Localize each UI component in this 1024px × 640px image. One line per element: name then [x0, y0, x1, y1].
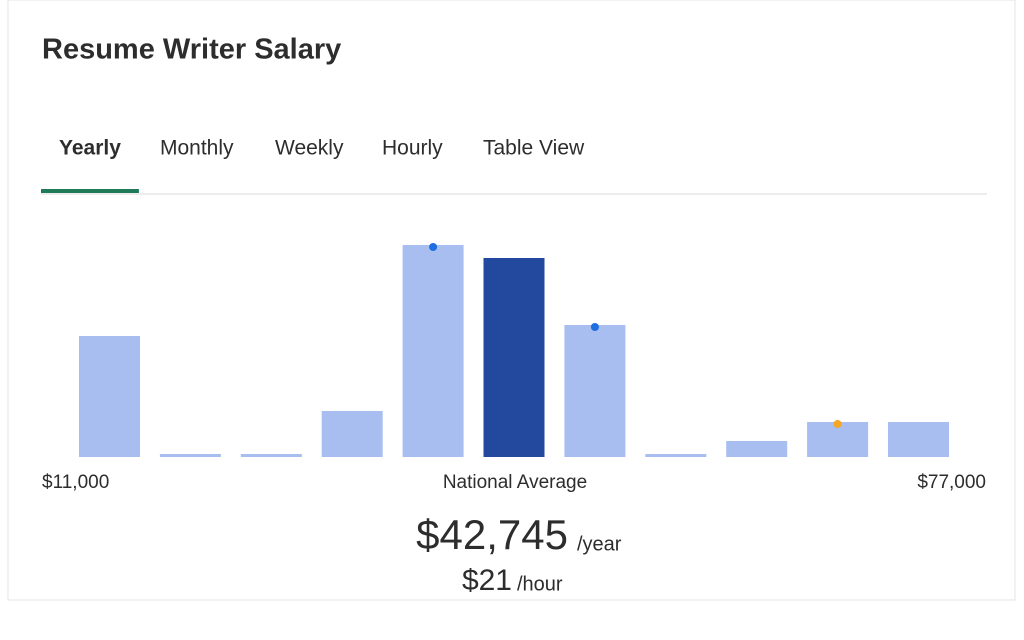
tab[interactable]: Weekly [275, 137, 344, 160]
marker-dot [833, 420, 842, 428]
bar [483, 258, 545, 457]
center-label: National Average [443, 472, 587, 493]
bar [79, 336, 140, 457]
bar [726, 441, 788, 457]
bar [159, 454, 221, 457]
bar [321, 411, 383, 457]
bar [888, 422, 949, 457]
end-label: $77,000 [917, 472, 986, 493]
yearly-unit: /year [577, 533, 622, 555]
hourly-unit: /hour [517, 573, 563, 595]
bar [402, 245, 464, 457]
tab[interactable]: Yearly [59, 137, 121, 160]
tab[interactable]: Hourly [382, 137, 443, 160]
tab-indicator [41, 189, 139, 193]
title: Resume Writer Salary [42, 34, 341, 66]
bar [240, 454, 302, 457]
tab[interactable]: Monthly [160, 137, 234, 160]
hourly-salary: $21 [462, 564, 512, 597]
tab[interactable]: Table View [483, 137, 585, 160]
start-label: $11,000 [42, 472, 109, 493]
yearly-salary: $42,745 [416, 511, 568, 558]
marker-dot [590, 323, 599, 331]
bar [564, 325, 626, 457]
bar [645, 454, 707, 457]
marker-dot [429, 243, 438, 251]
